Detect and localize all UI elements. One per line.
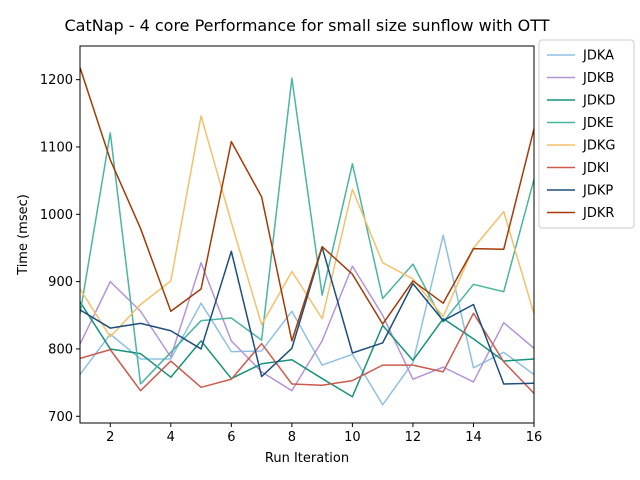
- x-axis: 2 4 6 8 10 12 14 16: [106, 423, 542, 445]
- plot-lines: [80, 67, 534, 406]
- x-tick-label: 2: [106, 430, 114, 445]
- x-tick-label: 6: [227, 430, 235, 445]
- series-line-jdkd: [80, 301, 534, 398]
- x-tick-label: 8: [288, 430, 296, 445]
- y-tick-label: 900: [48, 275, 73, 290]
- y-axis: 700 800 900 1000 1100 1200: [40, 73, 80, 425]
- legend-label-jdkb: JDKB: [582, 71, 614, 86]
- legend-label-jdka: JDKA: [582, 49, 614, 64]
- legend-label-jdke: JDKE: [582, 116, 614, 131]
- legend-label-jdkg: JDKG: [582, 139, 615, 154]
- series-line-jdke: [80, 77, 534, 385]
- y-tick-label: 1200: [40, 73, 73, 88]
- y-tick-label: 800: [48, 342, 73, 357]
- legend: JDKA JDKB JDKD JDKE JDKG JDKI JDKP JDKR: [538, 39, 635, 229]
- y-axis-label: Time (msec): [16, 194, 31, 276]
- y-tick-label: 1100: [40, 140, 73, 155]
- legend-box: [538, 39, 635, 229]
- series-line-jdka: [80, 234, 534, 406]
- y-tick-label: 700: [48, 410, 73, 425]
- series-line-jdkb: [80, 262, 534, 392]
- series-line-jdki: [80, 312, 534, 394]
- x-axis-label: Run Iteration: [265, 451, 349, 466]
- plot-frame: [79, 45, 535, 424]
- chart-title: CatNap - 4 core Performance for small si…: [64, 16, 549, 35]
- x-tick-label: 14: [465, 430, 482, 445]
- legend-label-jdkp: JDKP: [582, 184, 613, 199]
- x-tick-label: 12: [405, 430, 422, 445]
- series-line-jdkr: [80, 67, 534, 342]
- x-tick-label: 4: [167, 430, 175, 445]
- legend-label-jdki: JDKI: [582, 161, 609, 176]
- x-tick-label: 10: [344, 430, 361, 445]
- x-tick-label: 16: [526, 430, 543, 445]
- y-tick-label: 1000: [40, 208, 73, 223]
- series-line-jdkp: [80, 246, 534, 385]
- legend-label-jdkd: JDKD: [582, 94, 615, 109]
- legend-label-jdkr: JDKR: [582, 206, 614, 221]
